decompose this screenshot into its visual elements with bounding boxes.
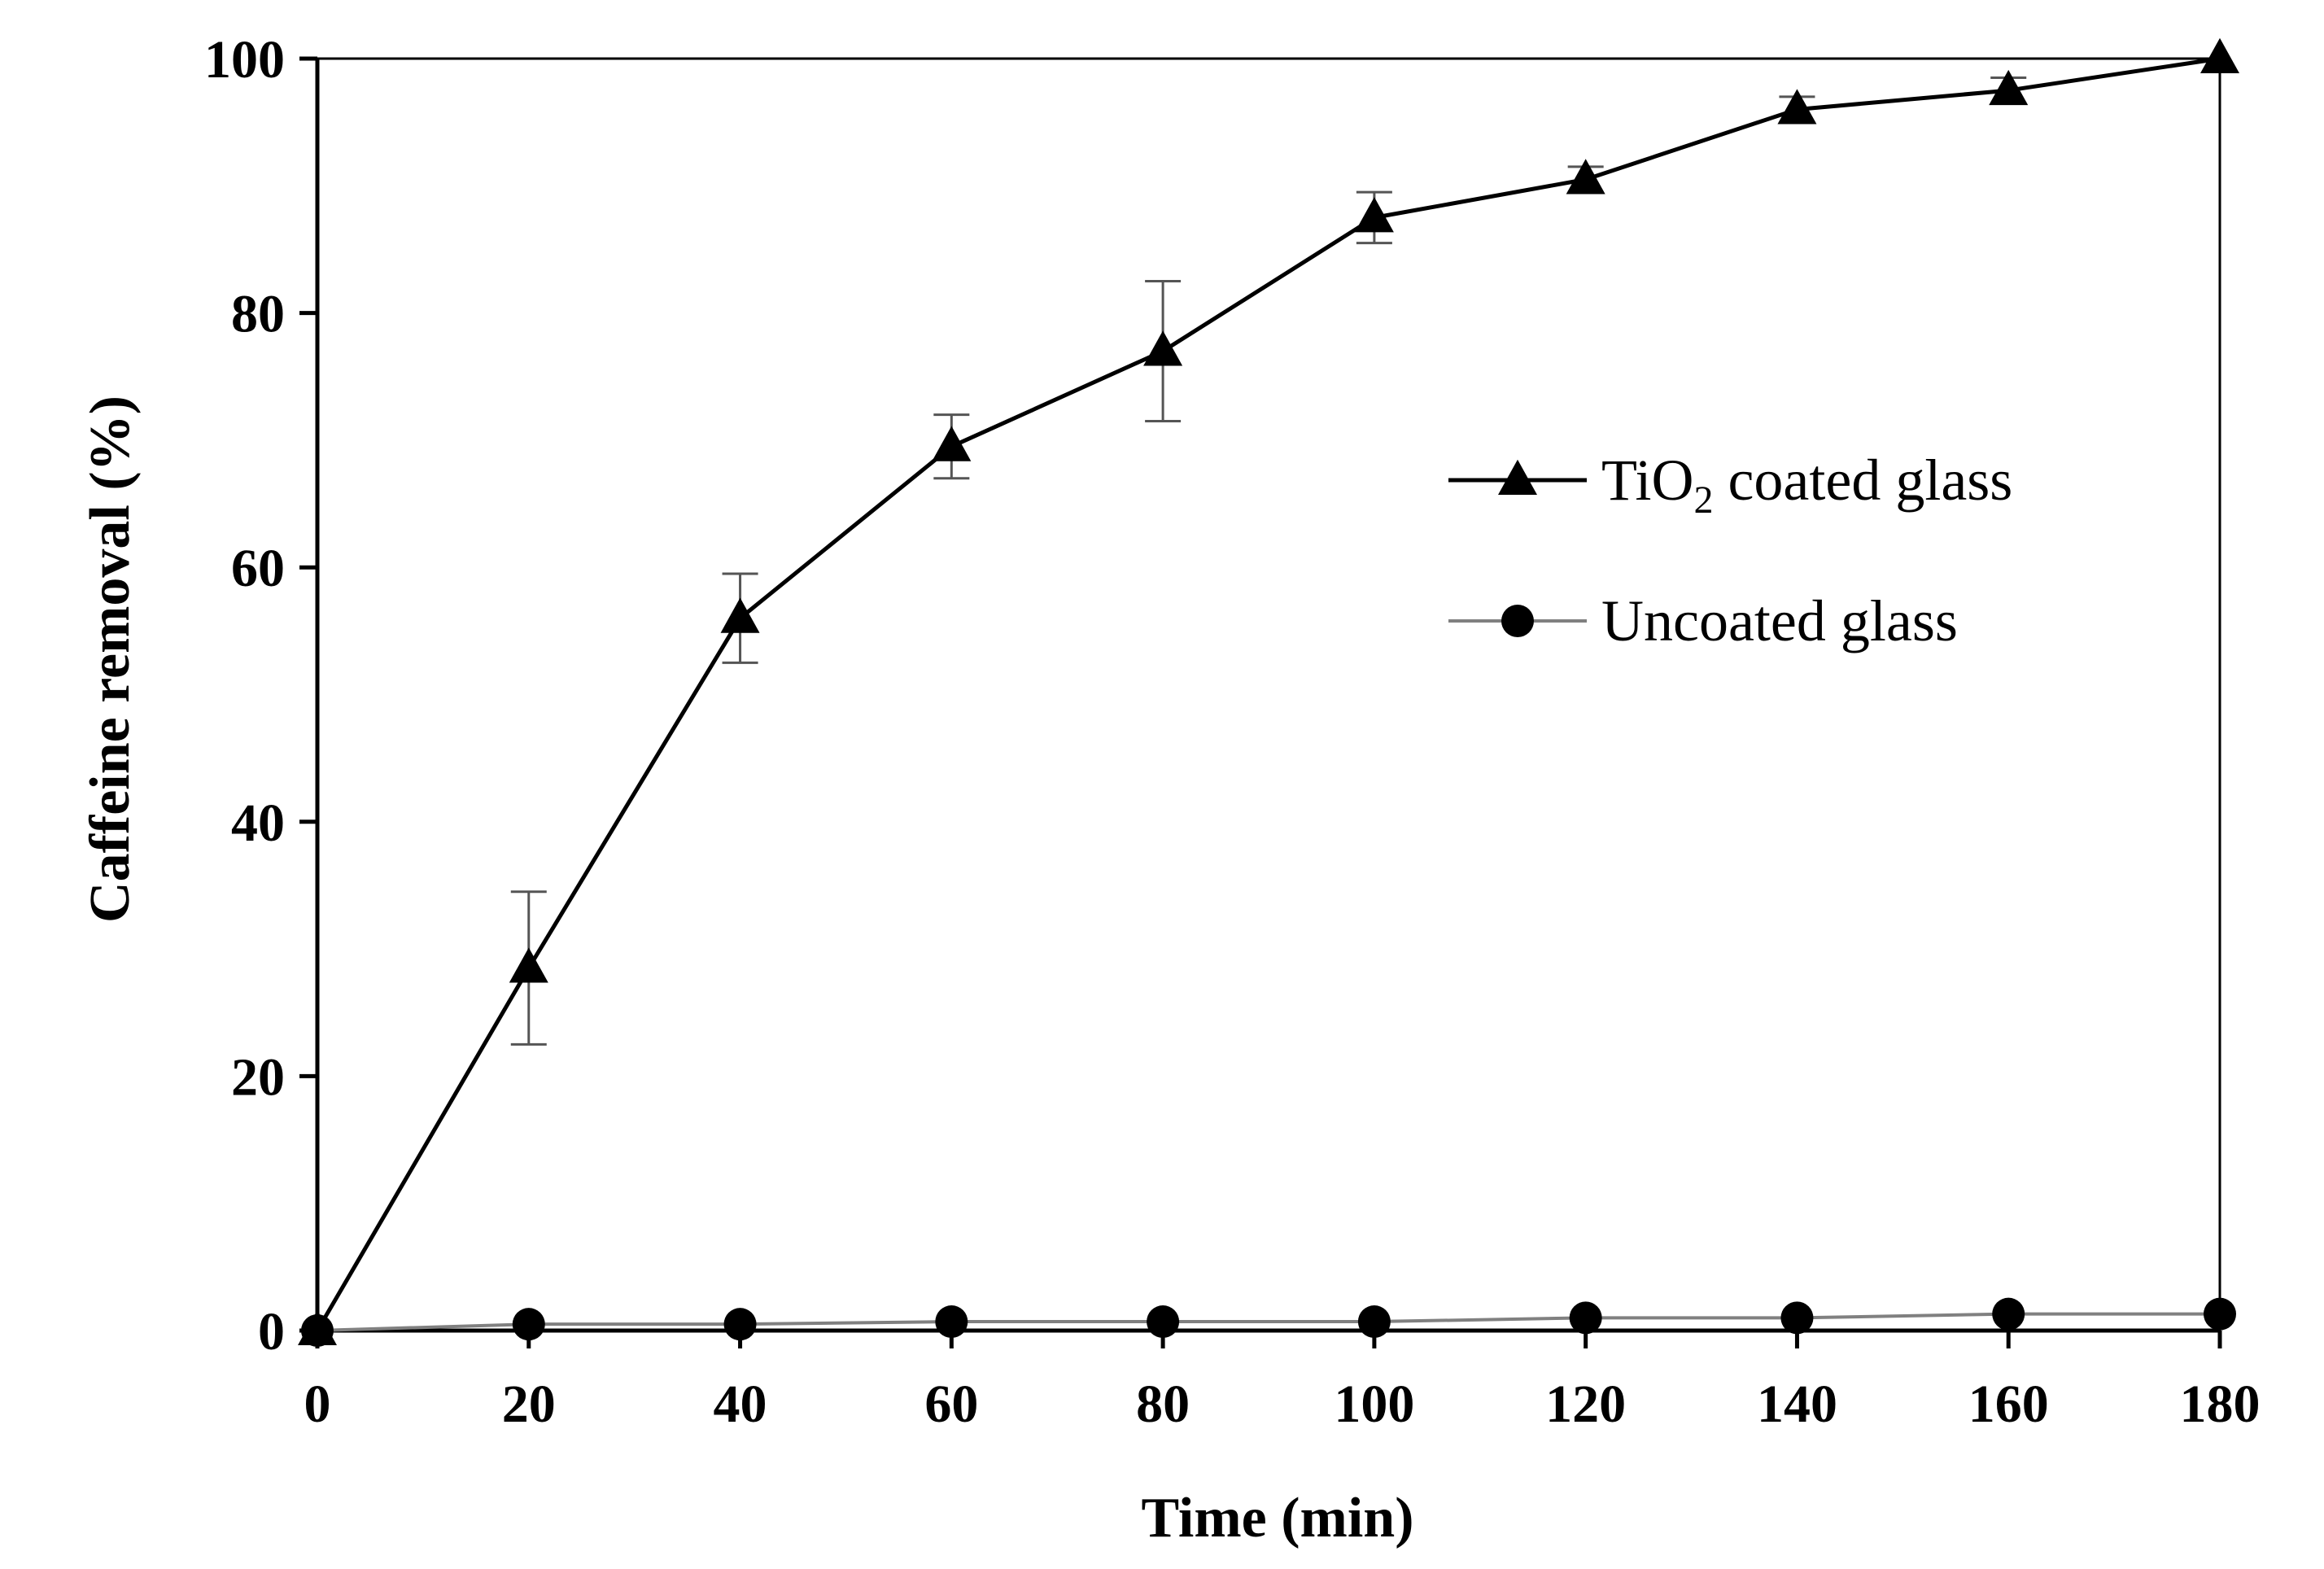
uncoated-series xyxy=(301,1297,2236,1347)
legend-item-tio2: TiO2 coated glass xyxy=(1448,448,2012,522)
y-axis-ticks: 0 20 40 60 80 100 xyxy=(204,30,317,1361)
legend-item-uncoated: Uncoated glass xyxy=(1448,588,1958,653)
uncoated-point xyxy=(512,1308,545,1341)
y-tick-label: 60 xyxy=(231,539,285,598)
y-axis-title: Caffeine removal (%) xyxy=(79,396,142,923)
tio2-point xyxy=(1354,197,1394,233)
tio2-point xyxy=(509,947,548,983)
plot-frame xyxy=(315,57,2221,1333)
y-tick-label: 40 xyxy=(231,793,285,853)
circle-marker-icon xyxy=(1501,605,1534,637)
y-tick-label: 80 xyxy=(231,285,285,344)
uncoated-point xyxy=(1147,1305,1180,1339)
x-tick-label: 160 xyxy=(1968,1375,2049,1434)
legend-label: TiO2 coated glass xyxy=(1601,448,2012,522)
uncoated-point xyxy=(1357,1305,1391,1339)
tio2-point xyxy=(1989,69,2029,106)
uncoated-point xyxy=(1780,1301,1814,1335)
x-tick-label: 120 xyxy=(1545,1375,1626,1434)
legend: TiO2 coated glass Uncoated glass xyxy=(1448,448,2012,653)
x-tick-label: 20 xyxy=(502,1375,556,1434)
uncoated-point xyxy=(935,1305,968,1339)
tio2-series xyxy=(298,37,2239,1345)
tio2-point xyxy=(1566,159,1605,194)
tio2-point xyxy=(1143,330,1183,366)
tio2-point xyxy=(298,1309,337,1345)
legend-label: Uncoated glass xyxy=(1601,588,1958,653)
tio2-point xyxy=(720,597,760,633)
series-line xyxy=(315,56,2221,1332)
series-line xyxy=(317,1312,2220,1332)
x-tick-label: 100 xyxy=(1334,1375,1414,1434)
x-tick-label: 40 xyxy=(714,1375,767,1434)
series-layer xyxy=(298,37,2239,1347)
x-axis-ticks: 0 20 40 60 80 100 120 140 160 180 xyxy=(304,1331,2261,1434)
x-tick-label: 180 xyxy=(2180,1375,2261,1434)
tio2-point xyxy=(2200,37,2239,73)
uncoated-point xyxy=(1569,1301,1602,1335)
tio2-point xyxy=(932,426,972,461)
y-tick-label: 20 xyxy=(231,1047,285,1107)
x-axis-title: Time (min) xyxy=(1141,1487,1413,1549)
x-tick-label: 80 xyxy=(1136,1375,1190,1434)
uncoated-point xyxy=(723,1308,757,1341)
tio2-point xyxy=(1777,89,1817,125)
x-tick-label: 0 xyxy=(304,1375,331,1434)
x-tick-label: 140 xyxy=(1757,1375,1837,1434)
x-tick-label: 60 xyxy=(924,1375,978,1434)
uncoated-point xyxy=(1992,1297,2025,1331)
uncoated-point xyxy=(2204,1297,2236,1331)
y-tick-label: 100 xyxy=(204,30,285,90)
triangle-marker-icon xyxy=(1498,459,1537,495)
y-tick-label: 0 xyxy=(258,1302,285,1361)
